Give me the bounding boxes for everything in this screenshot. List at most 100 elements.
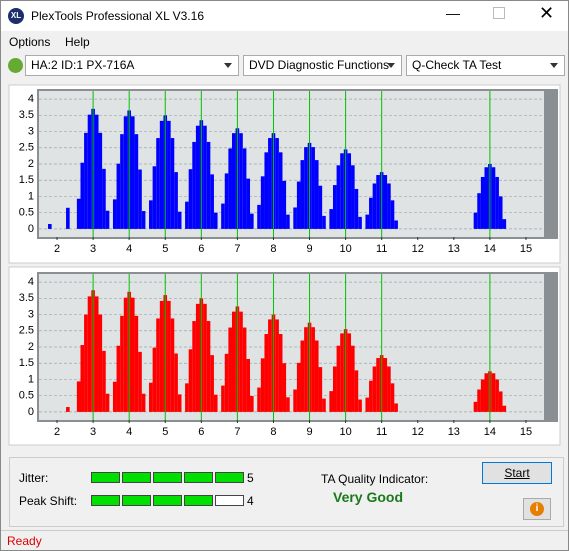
bar [336,165,341,229]
x-tick-label: 10 [339,426,351,438]
bar [314,340,319,412]
bar [177,211,182,229]
bar [141,211,146,229]
bar [480,176,485,229]
x-tick-label: 9 [306,426,312,438]
bar [495,379,499,412]
bar [372,183,377,229]
bar [228,327,232,412]
start-button[interactable]: Start [482,462,552,484]
function-select[interactable]: DVD Diagnostic Functions [243,55,402,76]
bar [296,181,301,229]
bar [304,327,308,412]
peak-shift-value: 4 [247,494,254,508]
bar [221,203,225,229]
x-tick-label: 5 [162,426,168,438]
bar [260,358,265,412]
bar [383,358,388,412]
y-tick-label: 0.5 [19,207,34,219]
bar [347,153,352,229]
menu-help[interactable]: Help [65,35,90,49]
bar [257,204,261,229]
menu-options[interactable]: Options [9,35,51,49]
close[interactable]: ✕ [539,3,555,23]
peak-shift-meter [91,495,246,509]
bar [66,407,70,412]
bar [206,321,211,412]
bar [134,134,139,229]
jitter-meter [91,472,246,486]
x-tick-label: 13 [448,426,460,438]
bar [48,224,52,229]
meter-segment [215,472,244,483]
bar [491,373,496,412]
bar [268,319,272,412]
window-title: PlexTools Professional XL V3.16 [31,9,204,23]
maximize[interactable] [493,7,505,19]
bar [358,216,362,229]
x-tick-label: 14 [484,426,496,438]
bar [394,403,398,412]
bar [369,197,373,229]
bar [495,176,499,229]
bar [365,214,370,229]
bar [473,401,478,412]
y-tick-label: 3.5 [19,292,34,304]
info-button[interactable]: i [523,498,551,520]
bar [300,160,305,229]
y-tick-label: 1.5 [19,174,34,186]
results-panel [9,457,564,527]
bar [354,370,359,412]
bar [167,120,171,229]
bar [250,395,254,412]
bar [340,153,344,229]
x-tick-label: 15 [520,426,532,438]
drive-select[interactable]: HA:2 ID:1 PX-716A [25,55,239,76]
bar [170,138,175,229]
meter-segment [122,472,151,483]
x-tick-label: 8 [270,426,276,438]
bar [296,362,301,412]
bar [293,207,297,229]
bar [156,138,160,229]
test-select[interactable]: Q-Check TA Test [406,55,565,76]
bar [188,169,193,229]
bar [300,340,305,412]
bar [94,114,99,229]
bar [365,397,370,412]
x-tick-label: 10 [339,243,351,255]
x-tick-label: 6 [198,426,204,438]
bar [318,185,323,229]
bar [185,383,189,412]
bar [130,297,135,412]
bar [250,213,254,229]
bar [159,300,164,412]
bar [387,183,391,229]
meter-segment [184,472,213,483]
bar [105,393,110,412]
bar [387,366,391,412]
bar [149,200,153,229]
minimize[interactable]: — [446,5,460,21]
bar [473,212,478,229]
bar [354,188,359,229]
bar [116,345,121,412]
bar [376,175,380,229]
bar [264,152,269,229]
bar [228,148,232,229]
bar [224,173,229,229]
bar [268,138,272,229]
bar [192,141,196,229]
bar [484,167,489,229]
bar [221,385,225,412]
bar [213,212,218,229]
y-tick-label: 2 [28,158,34,170]
y-tick-label: 2.5 [19,325,34,337]
x-tick-label: 4 [126,426,132,438]
bar [383,175,388,229]
app-icon: XL [8,8,24,24]
x-tick-label: 2 [54,426,60,438]
x-tick-label: 8 [270,243,276,255]
y-tick-label: 3.5 [19,109,34,121]
